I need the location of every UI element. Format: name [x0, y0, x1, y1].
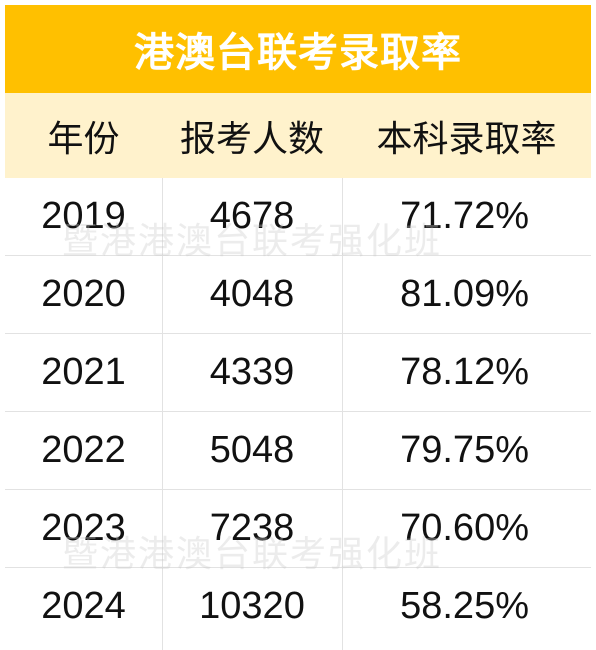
- year-cell: 2019: [41, 195, 126, 237]
- table-title: 港澳台联考录取率: [134, 30, 462, 76]
- applicants-cell: 4048: [209, 273, 295, 315]
- year-cell: 2023: [41, 507, 126, 549]
- header-year: 年份: [47, 118, 120, 160]
- rate-cell: 70.60%: [400, 507, 529, 549]
- rate-cell: 79.75%: [400, 429, 529, 471]
- column-divider: [342, 178, 343, 650]
- header-rate: 本科录取率: [376, 118, 557, 160]
- rate-cell: 58.25%: [400, 585, 529, 627]
- applicants-cell: 10320: [199, 585, 305, 627]
- year-cell: 2020: [41, 273, 126, 315]
- table-row: 2021 4339 78.12%: [5, 334, 591, 412]
- column-divider: [162, 178, 163, 650]
- table-header-row: 年份 报考人数 本科录取率: [5, 93, 591, 178]
- applicants-cell: 7238: [209, 507, 295, 549]
- table-row: 2020 4048 81.09%: [5, 256, 591, 334]
- rate-cell: 78.12%: [400, 351, 529, 393]
- header-applicants: 报考人数: [179, 118, 324, 160]
- applicants-cell: 4339: [209, 351, 295, 393]
- table-row: 2022 5048 79.75%: [5, 412, 591, 490]
- applicants-cell: 5048: [209, 429, 295, 471]
- year-cell: 2022: [41, 429, 126, 471]
- table-row: 2024 10320 58.25%: [5, 568, 591, 645]
- year-cell: 2024: [41, 585, 126, 627]
- rate-cell: 81.09%: [400, 273, 529, 315]
- table-title-bar: 港澳台联考录取率: [5, 5, 591, 93]
- table-body: 2019 4678 71.72% 2020 4048 81.09% 2021 4…: [5, 178, 591, 645]
- table-row: 2019 4678 71.72%: [5, 178, 591, 256]
- table-row: 2023 7238 70.60%: [5, 490, 591, 568]
- rate-cell: 71.72%: [400, 195, 529, 237]
- year-cell: 2021: [41, 351, 126, 393]
- applicants-cell: 4678: [209, 195, 295, 237]
